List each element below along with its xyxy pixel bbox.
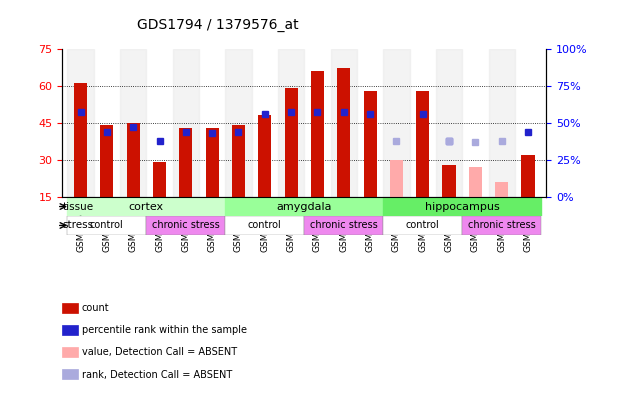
Text: control: control [248,220,282,230]
Text: value, Detection Call = ABSENT: value, Detection Call = ABSENT [82,347,237,357]
Bar [469,167,482,197]
Text: percentile rank within the sample: percentile rank within the sample [82,325,247,335]
Text: chronic stress: chronic stress [310,220,378,230]
Bar [67,49,94,197]
Bar [383,216,462,235]
Bar [232,125,245,197]
Text: cortex: cortex [129,202,164,211]
Text: chronic stress: chronic stress [152,220,220,230]
Text: hippocampus: hippocampus [425,202,500,211]
Bar [489,49,515,197]
Text: rank, Detection Call = ABSENT: rank, Detection Call = ABSENT [82,370,232,379]
Text: GDS1794 / 1379576_at: GDS1794 / 1379576_at [137,18,298,32]
Bar [337,68,350,197]
Bar [225,197,383,216]
Bar [383,197,542,216]
Bar [522,155,535,197]
Bar [383,49,410,197]
Bar [147,216,225,235]
Bar [225,216,304,235]
Text: amygdala: amygdala [276,202,332,211]
Text: chronic stress: chronic stress [468,220,535,230]
Bar [443,165,456,197]
Bar [436,49,462,197]
Bar [127,123,140,197]
Bar [330,49,357,197]
Bar [100,125,114,197]
Bar [390,160,403,197]
Bar [304,216,383,235]
Bar [67,197,225,216]
Text: count: count [82,303,109,313]
Bar [179,128,193,197]
Bar [258,115,271,197]
Bar [284,88,297,197]
Text: tissue: tissue [63,202,94,211]
Text: control: control [406,220,440,230]
Bar [225,49,252,197]
Bar [311,71,324,197]
Bar [120,49,147,197]
Bar [173,49,199,197]
Bar [462,216,542,235]
Bar [416,91,429,197]
Bar [278,49,304,197]
Bar [67,216,147,235]
Text: control: control [90,220,124,230]
Bar [206,128,219,197]
Bar [153,162,166,197]
Bar [495,182,509,197]
Bar [363,91,377,197]
Bar [74,83,87,197]
Text: stress: stress [63,220,94,230]
